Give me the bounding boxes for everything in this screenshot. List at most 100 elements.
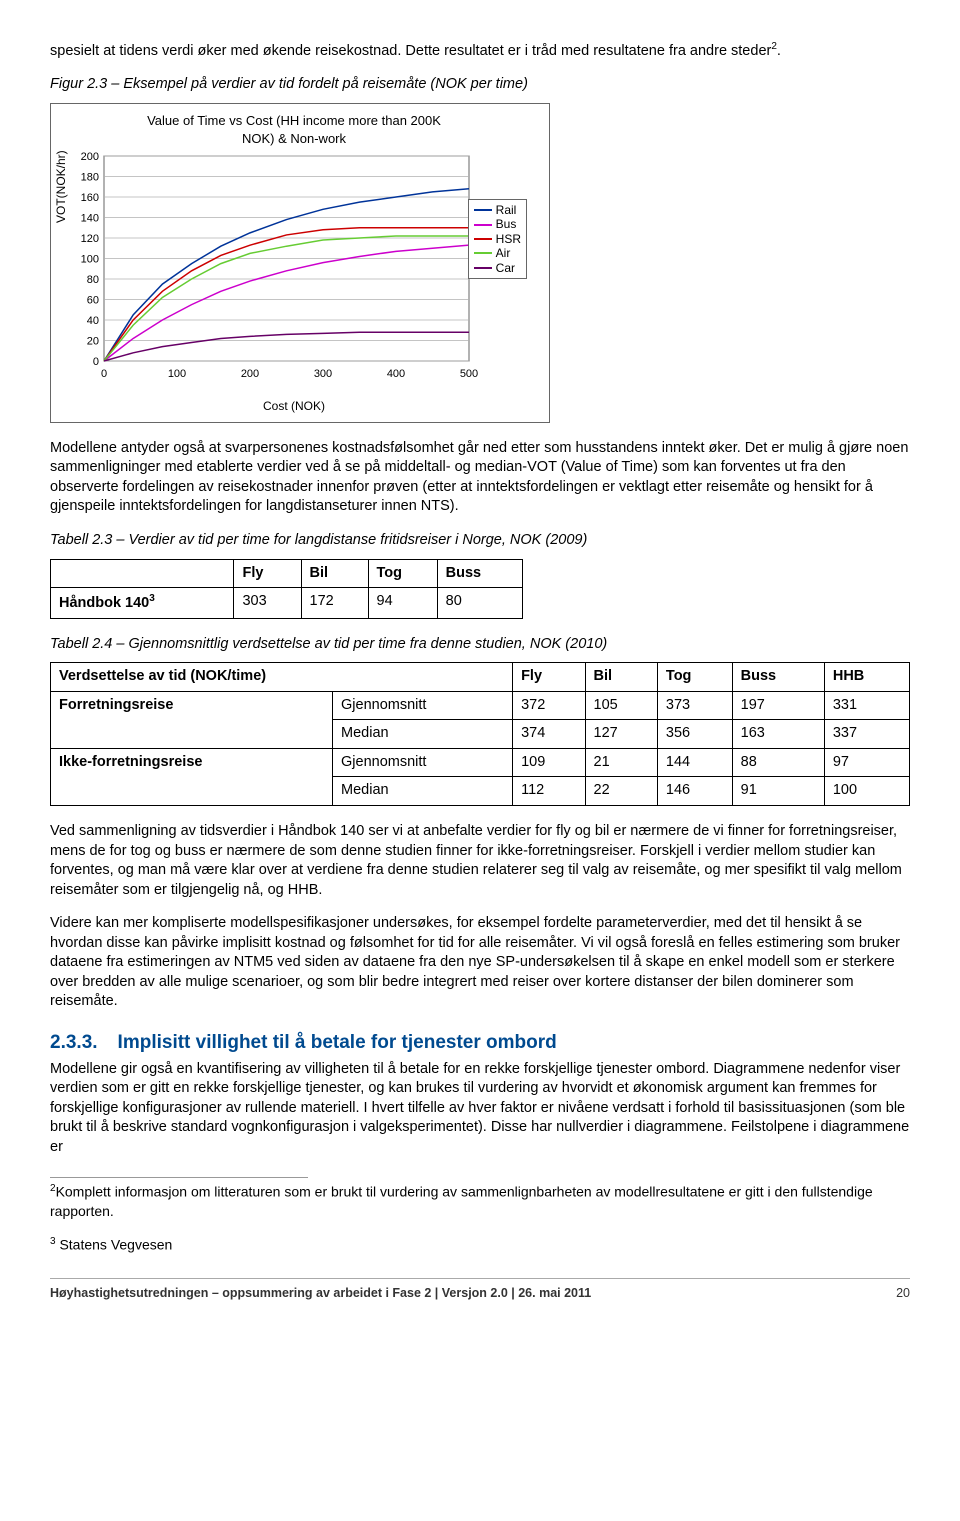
table-cell: 22 [585,777,657,806]
table-cell: 374 [513,720,585,749]
svg-text:300: 300 [314,368,332,380]
table-cell: 144 [657,748,732,777]
row-label-text: Håndbok 140 [59,595,149,611]
table-row-label: Håndbok 1403 [51,588,234,618]
table-cell: 303 [234,588,301,618]
svg-text:100: 100 [168,368,186,380]
table-cell: 172 [301,588,368,618]
svg-text:500: 500 [460,368,478,380]
table-cell: 100 [824,777,909,806]
table-header-blank [51,559,234,588]
footer-left: Høyhastighetsutredningen – oppsummering … [50,1285,591,1302]
table-header: Fly [234,559,301,588]
svg-text:40: 40 [87,315,99,327]
para-compare: Ved sammenligning av tidsverdier i Håndb… [50,822,910,900]
legend-item: Car [474,261,521,275]
table-cell: 356 [657,720,732,749]
intro-paragraph: spesielt at tidens verdi øker med økende… [50,40,910,61]
table-cell: 80 [437,588,522,618]
table-cell: 146 [657,777,732,806]
legend-swatch [474,209,492,211]
table-header: Tog [657,663,732,692]
table-header: Verdsettelse av tid (NOK/time) [51,663,513,692]
table-group-label: Forretningsreise [51,691,333,748]
legend-swatch [474,252,492,254]
table-row: Forretningsreise Gjennomsnitt 372 105 37… [51,691,910,720]
svg-text:200: 200 [81,151,99,163]
svg-text:20: 20 [87,336,99,348]
footnote-text: Statens Vegvesen [56,1237,173,1253]
svg-text:100: 100 [81,254,99,266]
legend-swatch [474,238,492,240]
table-cell: 197 [732,691,824,720]
svg-text:80: 80 [87,274,99,286]
table-cell: 373 [657,691,732,720]
para-models: Modellene antyder også at svarpersonenes… [50,439,910,517]
chart-title-line1: Value of Time vs Cost (HH income more th… [147,113,441,128]
footer-left-text: Høyhastighetsutredningen – oppsummering … [50,1286,591,1300]
table-row: Håndbok 1403 303 172 94 80 [51,588,523,618]
para-further: Videre kan mer kompliserte modellspesifi… [50,914,910,1012]
section-number: 2.3.3. [50,1032,98,1053]
table-2-3: Fly Bil Tog Buss Håndbok 1403 303 172 94… [50,559,523,619]
svg-text:160: 160 [81,192,99,204]
legend-label: Car [496,261,515,275]
row-label-sup: 3 [149,593,155,604]
svg-text:200: 200 [241,368,259,380]
chart-xlabel: Cost (NOK) [59,398,529,414]
table-header: Bil [301,559,368,588]
legend-label: HSR [496,232,521,246]
table-header: Fly [513,663,585,692]
figure-2-3-caption: Figur 2.3 – Eksempel på verdier av tid f… [50,75,910,95]
legend-swatch [474,224,492,226]
section-title: Implisitt villighet til å betale for tje… [118,1032,557,1053]
table-cell: 163 [732,720,824,749]
svg-text:60: 60 [87,295,99,307]
table-cell: 21 [585,748,657,777]
chart-title: Value of Time vs Cost (HH income more th… [59,112,529,147]
svg-text:400: 400 [387,368,405,380]
intro-tail: . [777,43,781,59]
svg-text:120: 120 [81,233,99,245]
footnote-text: Komplett informasjon om litteraturen som… [50,1184,873,1219]
svg-text:140: 140 [81,213,99,225]
footer-page-number: 20 [896,1285,910,1302]
table-2-4: Verdsettelse av tid (NOK/time) Fly Bil T… [50,662,910,806]
table-header: Bil [585,663,657,692]
legend-item: HSR [474,232,521,246]
table-cell: 372 [513,691,585,720]
table-header: Buss [732,663,824,692]
chart-title-line2: NOK) & Non-work [242,131,346,146]
table-row: Fly Bil Tog Buss [51,559,523,588]
page-footer: Høyhastighetsutredningen – oppsummering … [50,1278,910,1302]
group-text: Ikke-forretningsreise [59,754,202,770]
table-cell: Gjennomsnitt [333,748,513,777]
section-2-3-3-heading: 2.3.3. Implisitt villighet til å betale f… [50,1030,910,1056]
table-cell: 91 [732,777,824,806]
footnote-2: 2Komplett informasjon om litteraturen so… [50,1182,910,1220]
table-cell: 88 [732,748,824,777]
legend-item: Bus [474,217,521,231]
table-cell: 109 [513,748,585,777]
group-text: Forretningsreise [59,697,173,713]
table-cell: 127 [585,720,657,749]
table-cell: Gjennomsnitt [333,691,513,720]
svg-text:0: 0 [93,356,99,368]
table-row: Verdsettelse av tid (NOK/time) Fly Bil T… [51,663,910,692]
table-2-3-caption: Tabell 2.3 – Verdier av tid per time for… [50,531,910,551]
table-cell: Median [333,720,513,749]
para-2-3-3: Modellene gir også en kvantifisering av … [50,1060,910,1158]
vot-chart: Value of Time vs Cost (HH income more th… [50,103,550,423]
table-group-label: Ikke-forretningsreise [51,748,333,805]
table-header: Buss [437,559,522,588]
chart-plot-area: 0 20 40 60 80 100 120 140 160 180 200 0 100 200 300 400… [59,151,479,391]
table-header: HHB [824,663,909,692]
table-2-4-caption: Tabell 2.4 – Gjennomsnittlig verdsettels… [50,635,910,655]
svg-text:0: 0 [101,368,107,380]
table-cell: 94 [368,588,437,618]
svg-text:180: 180 [81,172,99,184]
legend-label: Rail [496,203,517,217]
table-header: Tog [368,559,437,588]
table-row: Ikke-forretningsreise Gjennomsnitt 109 2… [51,748,910,777]
table-cell: 97 [824,748,909,777]
